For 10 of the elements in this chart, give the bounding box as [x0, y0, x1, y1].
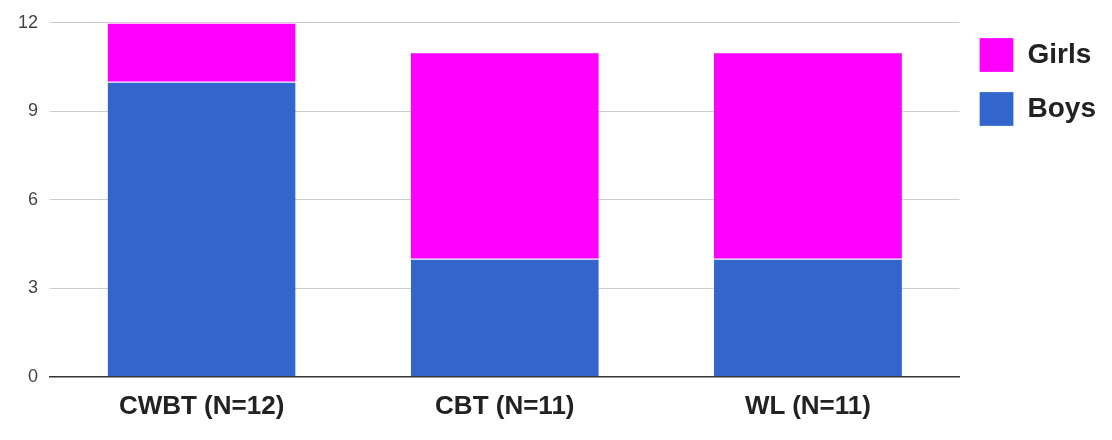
legend-label: Boys	[1027, 91, 1096, 123]
legend-label: Girls	[1027, 37, 1092, 69]
y-tick-label: 3	[28, 277, 39, 298]
x-tick-label: CWBT (N=12)	[118, 389, 285, 420]
y-tick-label: 0	[28, 365, 39, 386]
y-tick-label: 12	[17, 11, 39, 32]
y-tick-label: 9	[28, 100, 39, 121]
x-tick-label: WL (N=11)	[744, 389, 871, 420]
y-tick-label: 6	[28, 188, 39, 209]
x-tick-label: CBT (N=11)	[435, 389, 575, 420]
